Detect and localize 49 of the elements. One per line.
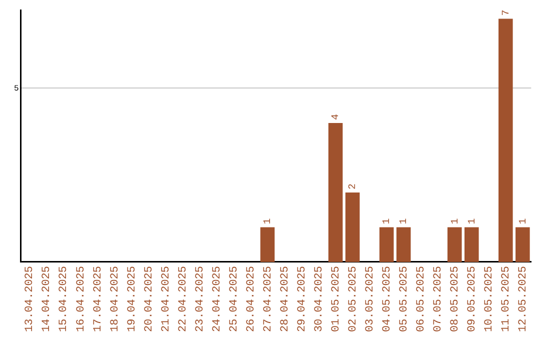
x-tick-label: 20.04.2025 xyxy=(143,266,156,332)
x-tick-label: 17.04.2025 xyxy=(92,266,104,332)
x-tick-label: 24.04.2025 xyxy=(211,266,224,332)
x-tick-label: 15.04.2025 xyxy=(58,266,70,332)
x-tick-label: 06.05.2025 xyxy=(416,266,428,332)
x-tick-label: 21.04.2025 xyxy=(160,266,172,332)
x-tick-label: 26.04.2025 xyxy=(245,266,258,332)
x-tick-label: 28.04.2025 xyxy=(279,266,292,332)
x-tick-label: 30.04.2025 xyxy=(313,266,326,332)
x-tick-label: 29.04.2025 xyxy=(296,266,308,332)
data-label: 1 xyxy=(399,218,410,224)
y-tick-label: 5 xyxy=(14,84,19,94)
x-tick-label: 25.04.2025 xyxy=(228,266,240,332)
x-tick-label: 05.05.2025 xyxy=(398,266,410,332)
bar xyxy=(498,18,513,262)
x-tick-label: 04.05.2025 xyxy=(381,266,394,332)
data-label: 1 xyxy=(518,218,530,224)
data-label: 1 xyxy=(263,218,274,224)
x-tick-label: 07.05.2025 xyxy=(432,266,445,332)
bar xyxy=(396,227,411,262)
x-tick-label: 03.05.2025 xyxy=(364,266,376,332)
x-tick-label: 22.04.2025 xyxy=(177,266,190,332)
bar xyxy=(447,227,462,262)
x-tick-label: 23.04.2025 xyxy=(194,266,206,332)
x-tick-label: 16.04.2025 xyxy=(75,266,88,332)
x-tick-label: 08.05.2025 xyxy=(450,266,462,332)
x-tick-label: 12.05.2025 xyxy=(518,266,530,332)
data-label: 1 xyxy=(467,218,478,224)
x-tick-label: 10.05.2025 xyxy=(484,266,496,332)
x-tick-label: 01.05.2025 xyxy=(330,266,342,332)
x-tick-label: 13.04.2025 xyxy=(24,266,36,332)
x-tick-label: 11.05.2025 xyxy=(500,266,513,332)
bar xyxy=(260,227,275,262)
data-label: 1 xyxy=(382,218,394,224)
bar xyxy=(328,122,343,262)
data-label: 7 xyxy=(501,10,512,16)
x-tick-label: 02.05.2025 xyxy=(347,266,360,332)
x-tick-label: 09.05.2025 xyxy=(466,266,479,332)
bar xyxy=(379,227,394,262)
data-label: 2 xyxy=(348,183,360,190)
bar xyxy=(516,227,530,262)
x-tick-label: 27.04.2025 xyxy=(262,266,274,332)
x-tick-label: 18.04.2025 xyxy=(109,266,122,332)
bar xyxy=(464,227,479,262)
data-label: 4 xyxy=(331,114,342,120)
data-label: 1 xyxy=(450,218,462,224)
bar xyxy=(345,192,360,262)
x-tick-label: 14.04.2025 xyxy=(41,266,54,332)
x-tick-label: 19.04.2025 xyxy=(126,266,138,332)
